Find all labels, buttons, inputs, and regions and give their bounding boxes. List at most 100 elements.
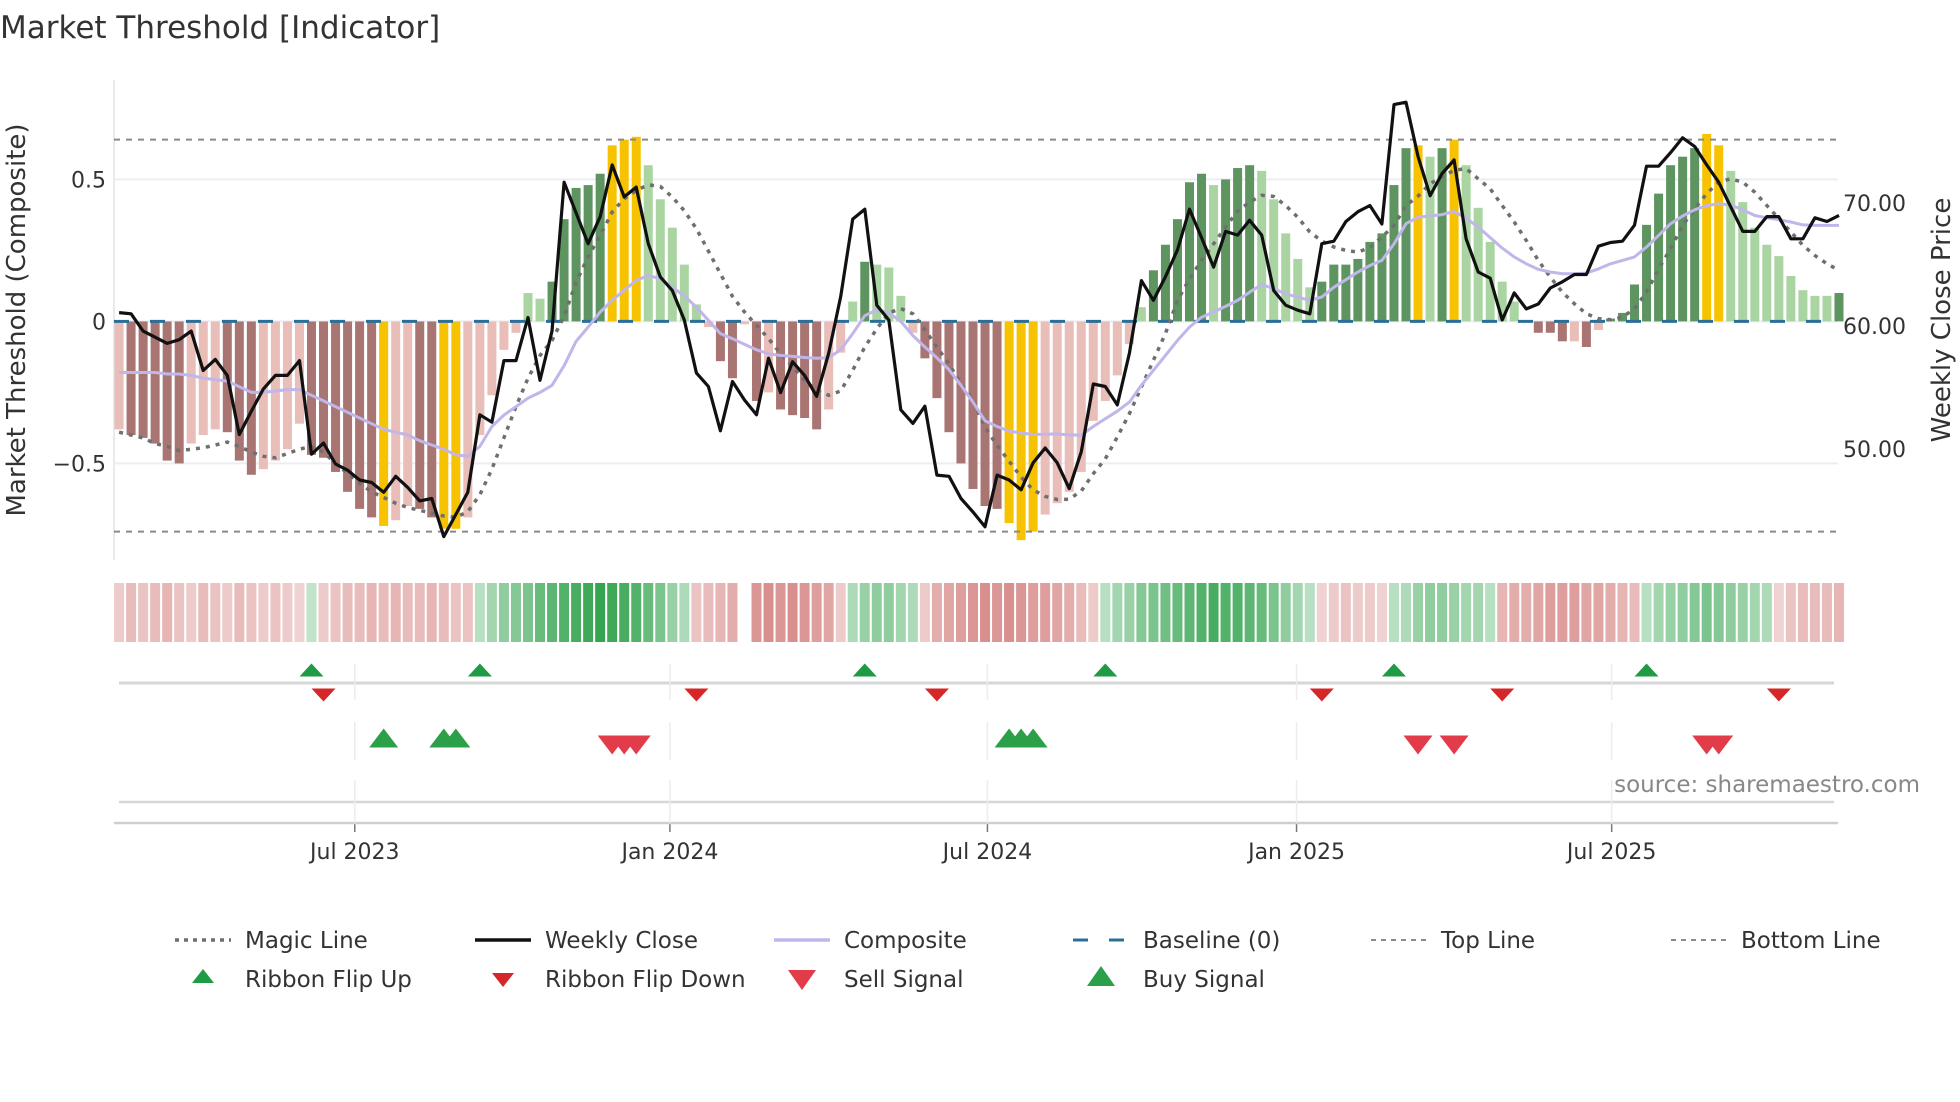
- ribbon-cell: [138, 583, 149, 642]
- composite-bar: [1365, 241, 1375, 322]
- ribbon-cell: [1737, 583, 1748, 642]
- sell-signal-marker: [621, 735, 651, 755]
- composite-bar: [607, 145, 617, 322]
- legend-buy-icon: [1087, 966, 1115, 986]
- composite-bar: [1617, 312, 1627, 322]
- ribbon-cell: [282, 583, 293, 642]
- ribbon-cell: [679, 583, 690, 642]
- ribbon-cell: [1016, 583, 1027, 642]
- ribbon-cell: [234, 583, 245, 642]
- ribbon-cell: [1653, 583, 1664, 642]
- legend-sell-icon: [788, 970, 816, 990]
- ribbon-cell: [126, 583, 137, 642]
- composite-bar: [956, 321, 966, 464]
- composite-bar: [788, 321, 798, 416]
- composite-bar: [1269, 199, 1279, 322]
- composite-bar: [1654, 193, 1664, 322]
- composite-bar: [1016, 321, 1026, 541]
- composite-bar: [1028, 321, 1038, 532]
- composite-bar: [944, 321, 954, 433]
- ribbon-cell: [1160, 583, 1171, 642]
- ribbon-cell: [992, 583, 1003, 642]
- legend-label: Top Line: [1440, 928, 1535, 954]
- series-lines: [114, 100, 1840, 539]
- ribbon-cell: [174, 583, 185, 642]
- composite-bar: [1509, 301, 1519, 322]
- composite-bar: [920, 321, 930, 359]
- ribbon-flip-down-marker: [684, 688, 709, 702]
- ribbon-cell: [1557, 583, 1568, 642]
- composite-bar: [439, 321, 449, 529]
- ribbon-cell: [895, 583, 906, 642]
- ribbon-cell: [1605, 583, 1616, 642]
- ribbon-cell: [1545, 583, 1556, 642]
- composite-bar: [415, 321, 425, 509]
- ribbon-cell: [1413, 583, 1424, 642]
- composite-bar: [1124, 321, 1134, 345]
- ribbon-cell: [727, 583, 738, 642]
- composite-bar: [463, 321, 473, 518]
- ribbon-cell: [703, 583, 714, 642]
- ribbon-cell: [931, 583, 942, 642]
- ribbon-cell: [1112, 583, 1123, 642]
- composite-bar: [1329, 264, 1339, 322]
- ribbon-cell: [883, 583, 894, 642]
- ribbon-cell: [1280, 583, 1291, 642]
- composite-bar: [403, 321, 413, 507]
- composite-bar: [1798, 290, 1808, 322]
- composite-bar: [1581, 321, 1591, 347]
- legend: Magic Line Weekly Close Composite Baseline …: [175, 928, 1881, 993]
- ribbon-cell: [1232, 583, 1243, 642]
- composite-bar: [1714, 145, 1724, 322]
- composite-bar: [884, 267, 894, 322]
- ribbon-cell: [486, 583, 497, 642]
- composite-bar: [631, 136, 641, 322]
- ribbon-flip-up-marker: [852, 663, 877, 677]
- ribbon-cell: [354, 583, 365, 642]
- composite-bar: [1100, 321, 1110, 401]
- source-attribution: source: sharemaestro.com: [1614, 772, 1920, 798]
- ribbon-cell: [1172, 583, 1183, 642]
- legend-label: Baseline (0): [1143, 928, 1280, 954]
- ribbon-cell: [1641, 583, 1652, 642]
- composite-bar: [980, 321, 990, 507]
- composite-bar: [1185, 182, 1195, 322]
- ribbon-cell: [859, 583, 870, 642]
- composite-bar: [860, 261, 870, 322]
- ribbon-cell: [835, 583, 846, 642]
- ribbon-flip-down-marker: [1490, 688, 1515, 702]
- ribbon-cell: [763, 583, 774, 642]
- ribbon-cell: [980, 583, 991, 642]
- ribbon-cell: [1473, 583, 1484, 642]
- composite-bar: [1762, 244, 1772, 322]
- ribbon-cell: [1268, 583, 1279, 642]
- composite-bar: [1281, 233, 1291, 322]
- ribbon-cell: [1208, 583, 1219, 642]
- legend-label: Bottom Line: [1741, 928, 1881, 954]
- composite-bar: [174, 321, 184, 464]
- composite-bar: [1197, 173, 1207, 322]
- ribbon-cell: [619, 583, 630, 642]
- ribbon-cell: [1340, 583, 1351, 642]
- ribbon-cell: [1052, 583, 1063, 642]
- ribbon-cell: [258, 583, 269, 642]
- ribbon-cell: [955, 583, 966, 642]
- composite-bar: [968, 321, 978, 489]
- composite-bar: [1533, 321, 1543, 333]
- composite-bar: [475, 321, 485, 436]
- ribbon-flip-down-marker: [311, 688, 336, 702]
- ribbon-cell: [1328, 583, 1339, 642]
- ribbon-cell: [1028, 583, 1039, 642]
- ribbon-strip: [114, 583, 1844, 642]
- composite-bar: [523, 293, 533, 322]
- legend-label: Weekly Close: [545, 928, 698, 954]
- legend-item-baseline-0: Baseline (0): [1073, 928, 1280, 954]
- legend-item-magic-line: Magic Line: [175, 928, 368, 954]
- composite-bar: [703, 321, 713, 328]
- composite-bar: [1630, 284, 1640, 322]
- composite-bar: [739, 321, 749, 325]
- ribbon-cell: [1004, 583, 1015, 642]
- ribbon-cell: [1617, 583, 1628, 642]
- composite-bar: [1593, 321, 1603, 330]
